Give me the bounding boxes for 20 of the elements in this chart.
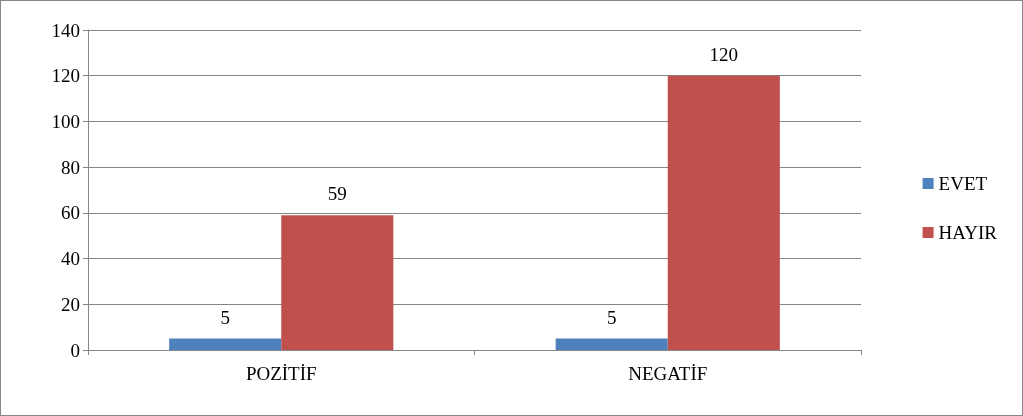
y-tick-label: 40	[61, 248, 80, 270]
data-label: 59	[327, 183, 347, 205]
legend-label: EVET	[938, 173, 988, 194]
y-tick-label: 60	[61, 202, 80, 224]
x-tick-label: POZİTİF	[245, 363, 317, 384]
data-label: 5	[606, 306, 617, 328]
y-tick-label: 20	[61, 293, 80, 315]
y-tick-label: 140	[51, 19, 80, 41]
x-tick-label: NEGATİF	[628, 363, 708, 384]
y-tick-label: 100	[51, 110, 80, 132]
bar	[555, 338, 668, 350]
y-tick-label: 0	[70, 339, 80, 361]
bar	[169, 338, 282, 350]
bar	[281, 215, 394, 350]
data-label: 5	[220, 306, 230, 328]
legend-label: HAYIR	[938, 222, 998, 243]
y-tick-label: 120	[51, 65, 80, 87]
bar	[667, 75, 780, 350]
y-tick-label: 80	[61, 156, 80, 178]
data-label: 120	[709, 43, 739, 65]
